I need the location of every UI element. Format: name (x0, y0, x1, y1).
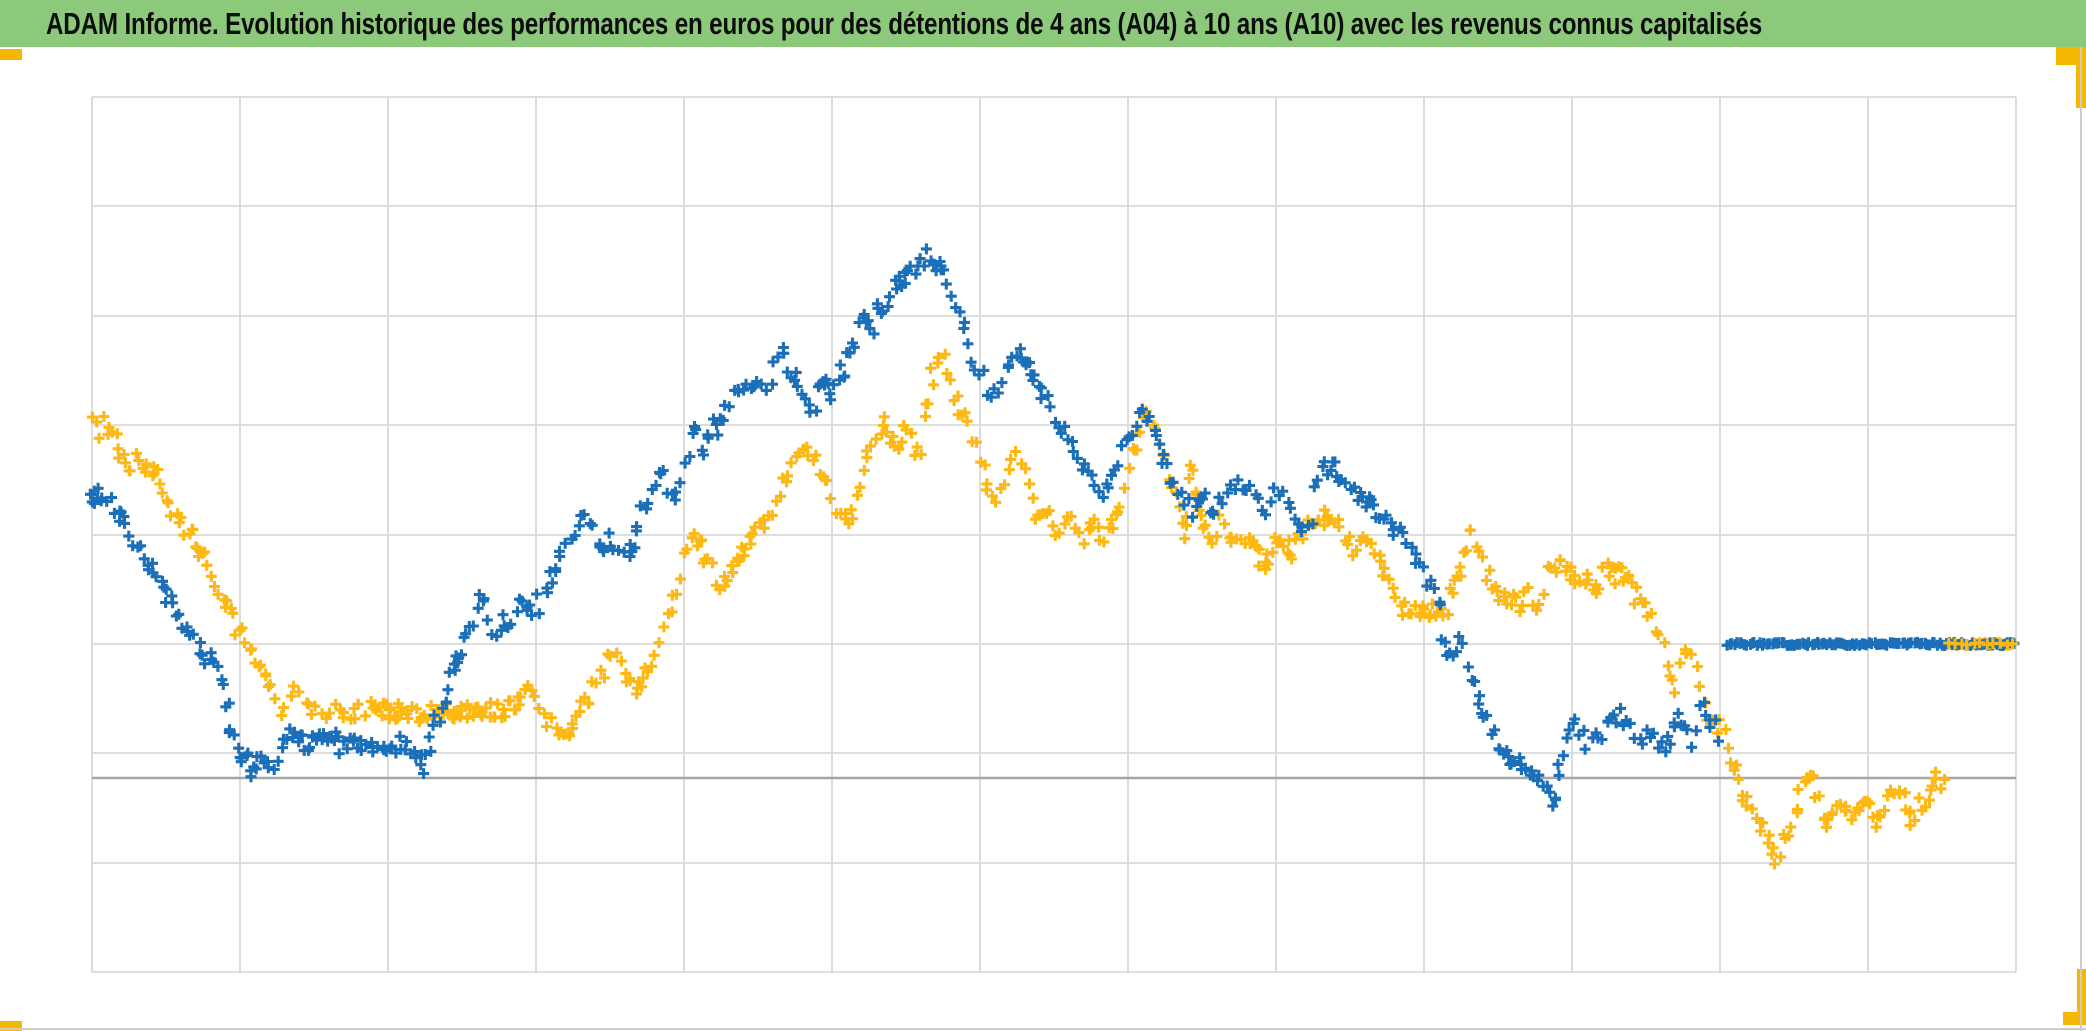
chart-title: ADAM Informe. Evolution historique des p… (46, 5, 1763, 41)
selection-handle-bottom-right-horizontal (2063, 1012, 2086, 1025)
selection-handle-bottom-left (0, 1021, 22, 1031)
selection-handle-top-left (0, 49, 22, 60)
chart-title-bar: ADAM Informe. Evolution historique des p… (0, 0, 2086, 47)
selection-handle-top-right-horizontal (2056, 47, 2086, 65)
bottom-border-line (0, 1028, 2086, 1030)
right-border-line (2080, 47, 2082, 1031)
